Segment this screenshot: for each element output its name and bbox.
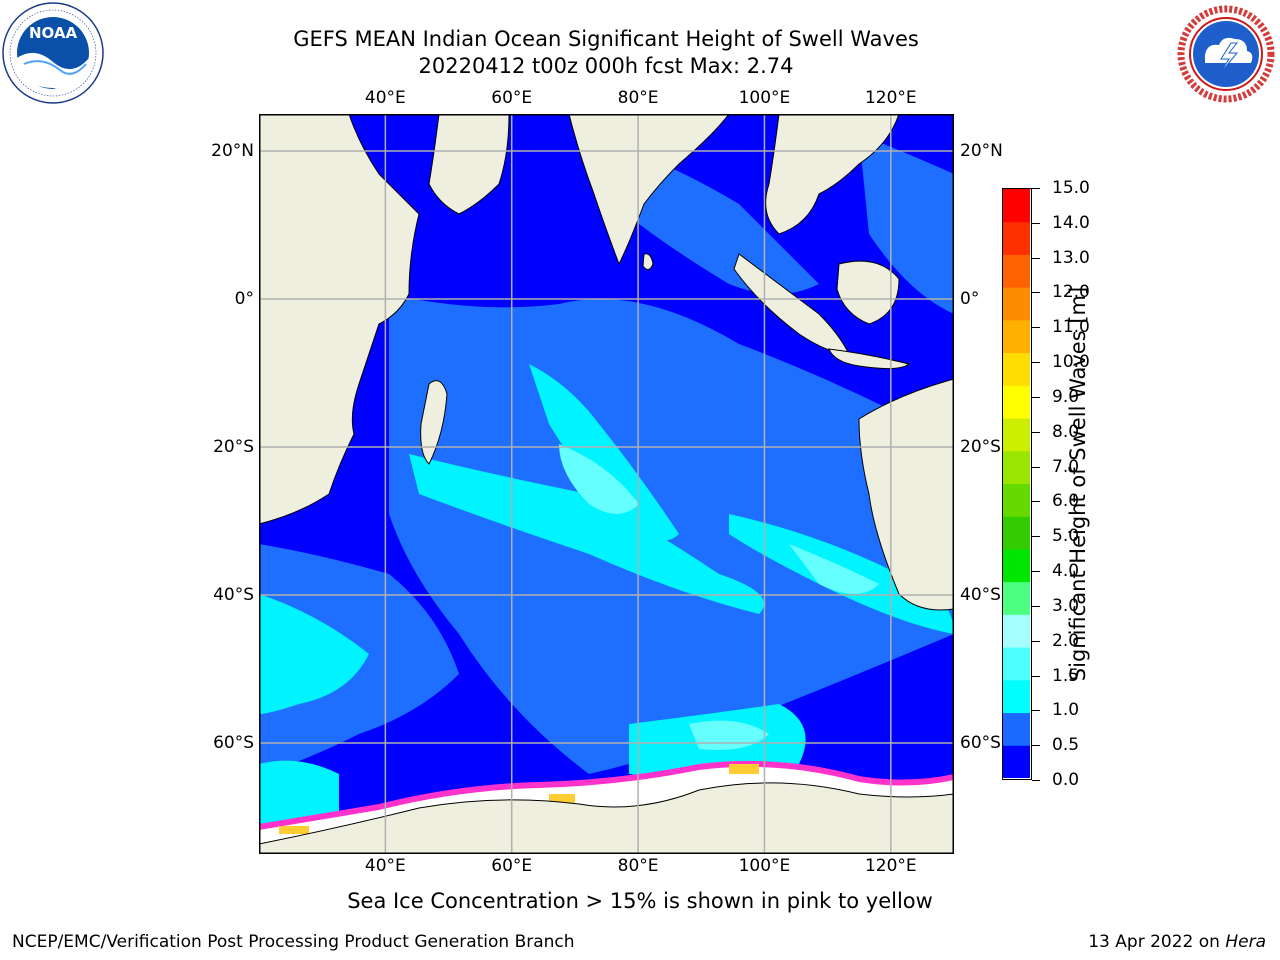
colorbar-tick-mark xyxy=(1032,536,1040,538)
colorbar-swatch xyxy=(1003,745,1030,779)
lon-tick-bottom: 100°E xyxy=(738,856,791,876)
colorbar-tick-mark xyxy=(1032,675,1040,677)
colorbar-swatch xyxy=(1003,647,1030,681)
colorbar-swatch xyxy=(1003,385,1030,419)
lat-tick-left: 60°S xyxy=(213,733,254,753)
lat-tick-right: 40°S xyxy=(960,585,1001,605)
lat-tick-left: 20°S xyxy=(213,437,254,457)
southeast-asia-land xyxy=(765,114,900,235)
colorbar-tick-label: 10.0 xyxy=(1052,352,1090,373)
lon-tick-top: 60°E xyxy=(491,88,533,108)
colorbar-swatch xyxy=(1003,712,1030,746)
colorbar-swatch xyxy=(1003,581,1030,615)
lat-tick-right: 20°S xyxy=(960,437,1001,457)
lon-tick-top: 100°E xyxy=(738,88,791,108)
colorbar-tick-mark xyxy=(1032,745,1040,747)
colorbar-tick-label: 2.0 xyxy=(1052,630,1080,651)
colorbar-swatch xyxy=(1003,614,1030,648)
graticule xyxy=(259,114,954,854)
colorbar-tick-label: 1.0 xyxy=(1052,700,1080,721)
footer-date-text: 13 Apr 2022 on xyxy=(1088,932,1226,952)
colorbar-tick-label: 9.0 xyxy=(1052,386,1080,407)
colorbar-swatch xyxy=(1003,679,1030,714)
swell-height-map xyxy=(259,114,954,854)
colorbar-label: Significant Height of Swell Waves [m] xyxy=(1066,286,1090,682)
colorbar-tick-mark xyxy=(1032,257,1040,259)
colorbar-swatch xyxy=(1003,352,1030,386)
colorbar-tick-label: 0.0 xyxy=(1052,770,1080,790)
colorbar-tick-label: 5.0 xyxy=(1052,526,1080,547)
antarctica-land xyxy=(259,782,954,854)
colorbar-tick-mark xyxy=(1032,780,1040,781)
lon-tick-bottom: 60°E xyxy=(491,856,533,876)
colorbar-tick-label: 14.0 xyxy=(1052,212,1090,233)
lat-tick-right: 60°S xyxy=(960,733,1001,753)
colorbar-swatches xyxy=(1003,189,1030,779)
sri-lanka-land xyxy=(642,253,654,270)
colorbar-tick-mark xyxy=(1032,710,1040,712)
colorbar-swatch xyxy=(1003,516,1030,550)
colorbar-tick-label: 15.0 xyxy=(1052,178,1090,198)
arabia-land xyxy=(428,114,510,215)
lon-tick-bottom: 80°E xyxy=(617,856,659,876)
colorbar-tick-mark xyxy=(1032,605,1040,607)
colorbar-swatch xyxy=(1003,483,1030,517)
footer-branch: NCEP/EMC/Verification Post Processing Pr… xyxy=(12,932,575,952)
lat-tick-right: 0° xyxy=(960,289,980,309)
noaa-logo-text: NOAA xyxy=(29,24,78,42)
madagascar-land xyxy=(420,380,448,465)
lon-tick-top: 80°E xyxy=(617,88,659,108)
colorbar-tick-label: 11.0 xyxy=(1052,317,1090,338)
colorbar-tick-mark xyxy=(1032,396,1040,398)
lon-tick-top: 40°E xyxy=(364,88,406,108)
lat-tick-left: 20°N xyxy=(211,141,254,161)
colorbar-tick-label: 6.0 xyxy=(1052,491,1080,512)
java-land xyxy=(828,348,911,370)
noaa-logo: NOAA xyxy=(2,2,104,104)
colorbar-tick-mark xyxy=(1032,292,1040,294)
colorbar-tick-mark xyxy=(1032,431,1040,433)
lon-tick-bottom: 40°E xyxy=(364,856,406,876)
colorbar-swatch xyxy=(1003,287,1030,321)
colorbar-swatch xyxy=(1003,189,1030,223)
map-frame xyxy=(259,114,954,854)
colorbar-tick-label: 12.0 xyxy=(1052,282,1090,303)
sea-ice-note: Sea Ice Concentration > 15% is shown in … xyxy=(347,889,933,913)
colorbar-tick-label: 0.5 xyxy=(1052,735,1080,756)
colorbar-tick-label: 3.0 xyxy=(1052,595,1080,616)
chart-subtitle: 20220412 t00z 000h fcst Max: 2.74 xyxy=(418,54,794,78)
map-panel xyxy=(259,114,954,854)
footer-date: 13 Apr 2022 on Hera xyxy=(1088,932,1266,952)
colorbar-tick-mark xyxy=(1032,640,1040,642)
colorbar-swatch xyxy=(1003,254,1030,288)
colorbar-swatch xyxy=(1003,548,1030,583)
lon-tick-bottom: 120°E xyxy=(864,856,917,876)
lat-tick-left: 0° xyxy=(234,289,254,309)
colorbar-tick-label: 7.0 xyxy=(1052,456,1080,477)
australia-land xyxy=(858,378,954,611)
colorbar-tick-mark xyxy=(1032,362,1040,364)
lon-tick-top: 120°E xyxy=(864,88,917,108)
colorbar xyxy=(1002,188,1032,780)
colorbar-tick-mark xyxy=(1032,571,1040,573)
colorbar-tick-mark xyxy=(1032,222,1040,224)
colorbar-swatch xyxy=(1003,450,1030,484)
colorbar-tick-label: 13.0 xyxy=(1052,247,1090,268)
colorbar-tick-label: 8.0 xyxy=(1052,421,1080,442)
lat-tick-left: 40°S xyxy=(213,585,254,605)
nws-logo xyxy=(1176,4,1276,104)
colorbar-tick-label: 4.0 xyxy=(1052,561,1080,582)
footer-host: Hera xyxy=(1225,932,1266,952)
colorbar-swatch xyxy=(1003,319,1030,354)
colorbar-tick-mark xyxy=(1032,188,1040,189)
colorbar-tick-mark xyxy=(1032,501,1040,503)
colorbar-swatch xyxy=(1003,418,1030,452)
lat-tick-right: 20°N xyxy=(960,141,1003,161)
colorbar-tick-mark xyxy=(1032,466,1040,468)
africa-land xyxy=(259,114,420,525)
colorbar-swatch xyxy=(1003,221,1030,255)
chart-title: GEFS MEAN Indian Ocean Significant Heigh… xyxy=(293,27,919,51)
colorbar-tick-mark xyxy=(1032,327,1040,329)
colorbar-tick-label: 1.5 xyxy=(1052,665,1080,686)
